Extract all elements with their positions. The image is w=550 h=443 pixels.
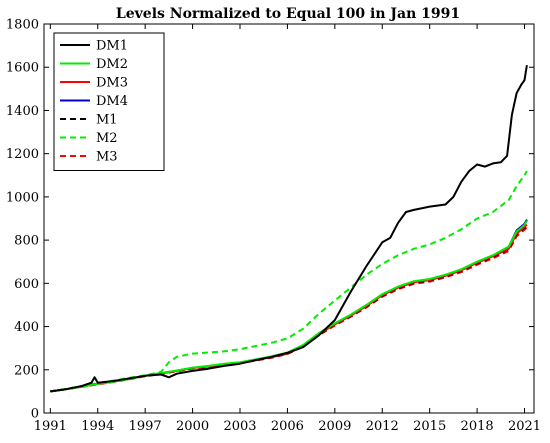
series-line-dm4	[50, 219, 528, 393]
legend-label-dm2: DM2	[96, 57, 128, 72]
x-tick-label: 1997	[129, 419, 162, 434]
x-tick-label: 1994	[81, 419, 114, 434]
series-line-m3	[50, 226, 528, 393]
series-line-dm1	[50, 64, 528, 393]
y-tick-label: 800	[14, 234, 39, 249]
y-tick-label: 1600	[6, 61, 39, 76]
y-tick-label: 0	[31, 407, 39, 422]
legend-label-m1: M1	[96, 113, 118, 128]
series-line-m1	[50, 224, 528, 393]
y-tick-label: 1800	[6, 18, 39, 33]
legend-label-dm4: DM4	[96, 94, 128, 109]
legend-label-m2: M2	[96, 131, 118, 146]
x-tick-label: 1991	[34, 419, 67, 434]
series-line-dm2	[50, 220, 528, 393]
y-tick-label: 600	[14, 277, 39, 292]
series-line-m2	[50, 170, 528, 393]
y-tick-label: 400	[14, 320, 39, 335]
legend-label-m3: M3	[96, 150, 118, 165]
series-line-dm3	[50, 223, 528, 393]
x-tick-label: 2021	[508, 419, 541, 434]
y-tick-label: 1000	[6, 190, 39, 205]
x-tick-label: 2003	[223, 419, 256, 434]
plot-frame	[43, 23, 535, 414]
legend-label-dm3: DM3	[96, 76, 128, 91]
y-tick-label: 1200	[6, 147, 39, 162]
legend-box	[53, 32, 165, 171]
x-tick-label: 2012	[366, 419, 399, 434]
x-tick-label: 2006	[271, 419, 304, 434]
y-tick-label: 200	[14, 363, 39, 378]
chart-title: Levels Normalized to Equal 100 in Jan 19…	[116, 6, 460, 22]
x-tick-label: 2015	[413, 419, 446, 434]
x-tick-label: 2009	[318, 419, 351, 434]
x-tick-label: 2018	[461, 419, 494, 434]
legend-label-dm1: DM1	[96, 39, 128, 54]
y-tick-label: 1400	[6, 104, 39, 119]
x-tick-label: 2000	[176, 419, 209, 434]
